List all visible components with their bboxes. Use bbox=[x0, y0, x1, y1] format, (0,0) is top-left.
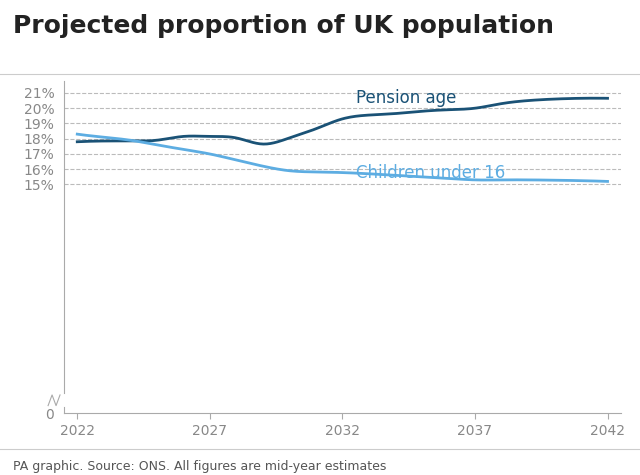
Text: Projected proportion of UK population: Projected proportion of UK population bbox=[13, 14, 554, 38]
Text: Pension age: Pension age bbox=[356, 89, 456, 107]
Text: Children under 16: Children under 16 bbox=[356, 164, 505, 182]
Text: PA graphic. Source: ONS. All figures are mid-year estimates: PA graphic. Source: ONS. All figures are… bbox=[13, 460, 386, 473]
